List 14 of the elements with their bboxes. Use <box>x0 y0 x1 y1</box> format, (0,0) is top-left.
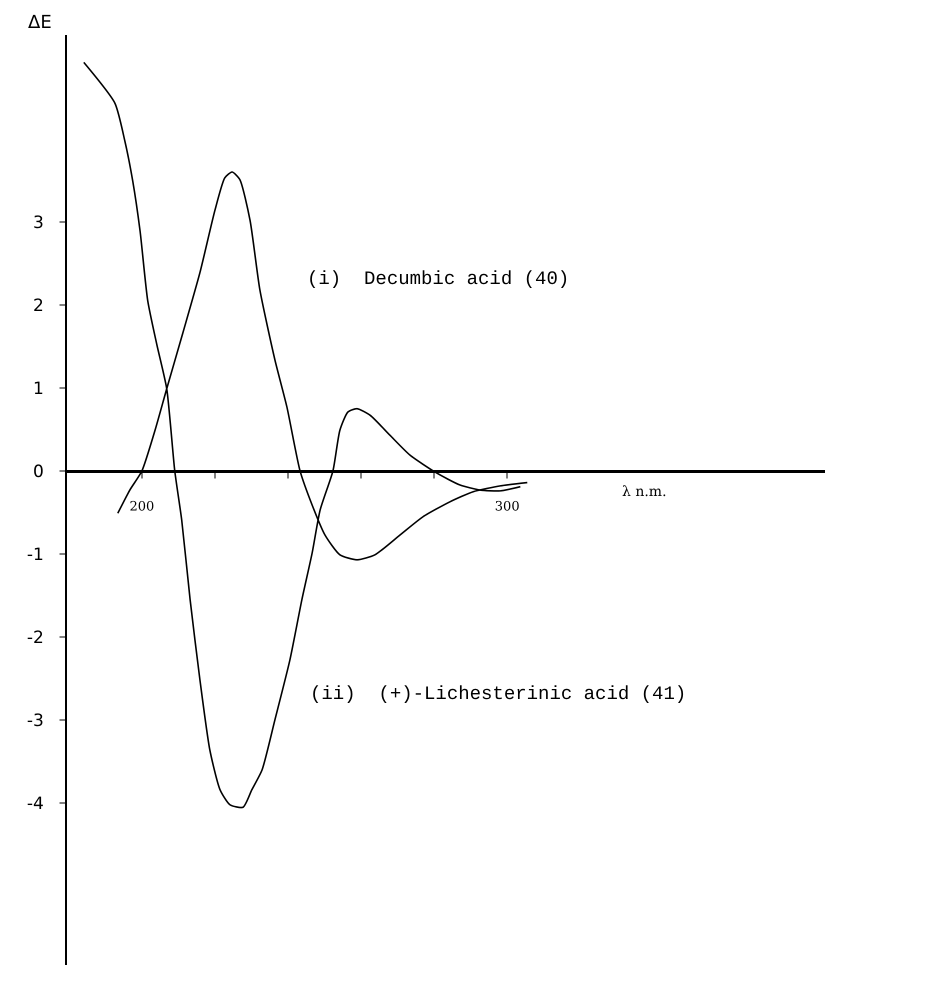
y-tick-label: -4 <box>26 794 44 814</box>
series-label: (ii) (+)-Lichesterinic acid (41) <box>310 683 686 705</box>
x-tick-label: 200 <box>129 499 154 514</box>
x-axis-title: λ n.m. <box>622 484 667 500</box>
text: (i) Decumbic acid (40) <box>307 268 570 290</box>
y-tick-label: -3 <box>26 710 44 731</box>
y-tick-label: 2 <box>33 296 44 316</box>
y-tick-label: 3 <box>33 212 44 233</box>
y-tick-label: -1 <box>26 544 44 565</box>
y-axis-title: ΔE <box>28 12 52 33</box>
y-tick-label: -2 <box>26 628 44 648</box>
x-tick-label: 300 <box>494 499 520 514</box>
y-tick-label: 0 <box>33 462 44 482</box>
y-tick-label: 1 <box>33 378 44 399</box>
